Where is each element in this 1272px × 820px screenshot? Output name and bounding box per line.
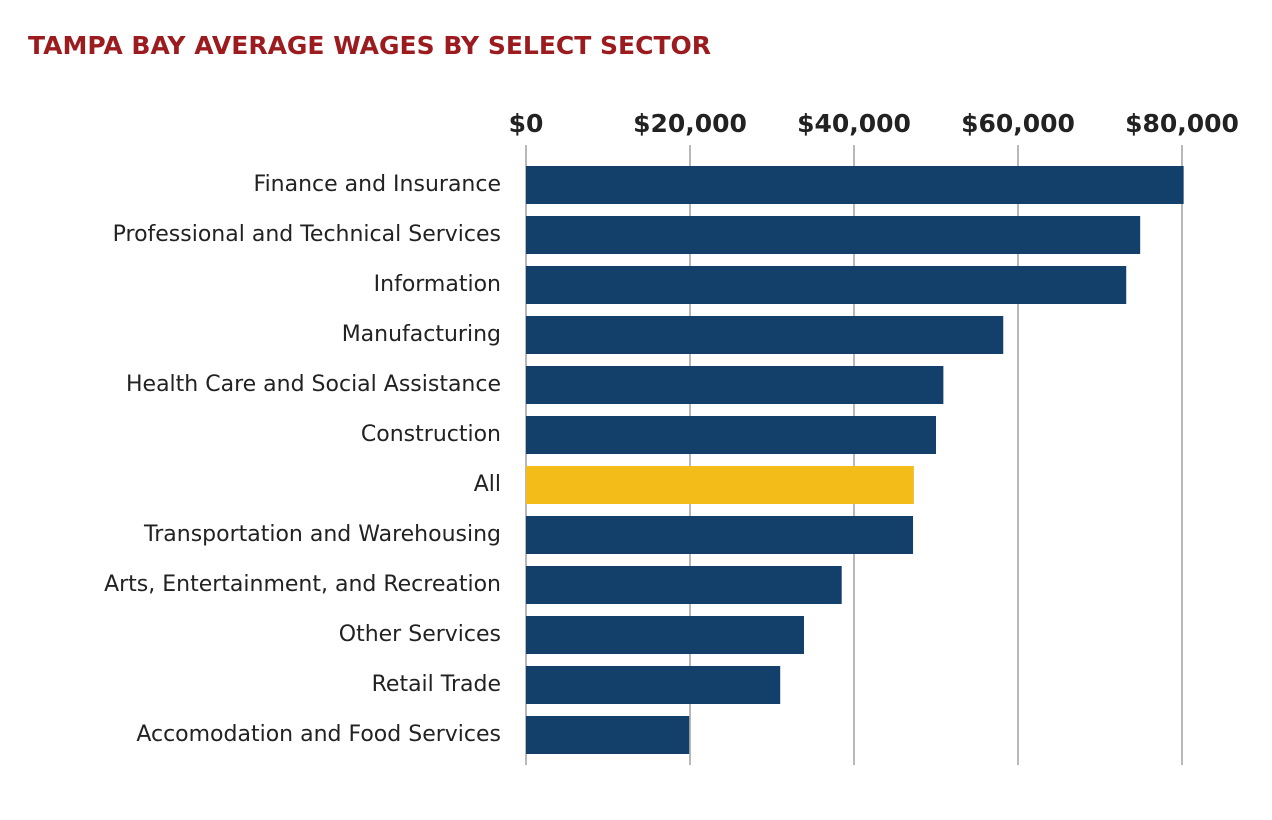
x-tick-label: $80,000 [1125,109,1239,138]
chart-title: TAMPA BAY AVERAGE WAGES BY SELECT SECTOR [28,31,711,60]
bar [526,666,781,704]
y-tick-label: Manufacturing [342,322,501,347]
x-tick-label: $40,000 [797,109,911,138]
y-tick-label: Transportation and Warehousing [143,522,501,547]
bar [526,366,944,404]
bar [526,716,690,754]
x-tick-label: $0 [509,109,544,138]
y-tick-label: Construction [361,422,501,447]
bar [526,266,1127,304]
bar [526,316,1004,354]
bar [526,216,1141,254]
y-tick-label: Arts, Entertainment, and Recreation [104,572,501,597]
bar [526,516,914,554]
y-tick-label: Accomodation and Food Services [136,722,501,747]
y-tick-label: Information [374,272,501,297]
y-tick-label: Health Care and Social Assistance [126,372,501,397]
x-tick-label: $20,000 [633,109,747,138]
bar [526,466,914,504]
bar [526,166,1184,204]
y-tick-label: Finance and Insurance [254,172,501,197]
x-tick-label: $60,000 [961,109,1075,138]
bar [526,416,936,454]
bar [526,566,842,604]
y-tick-label: Retail Trade [372,672,501,697]
y-tick-label: All [474,472,501,497]
y-tick-label: Other Services [339,622,501,647]
bar [526,616,804,654]
y-tick-label: Professional and Technical Services [113,222,501,247]
